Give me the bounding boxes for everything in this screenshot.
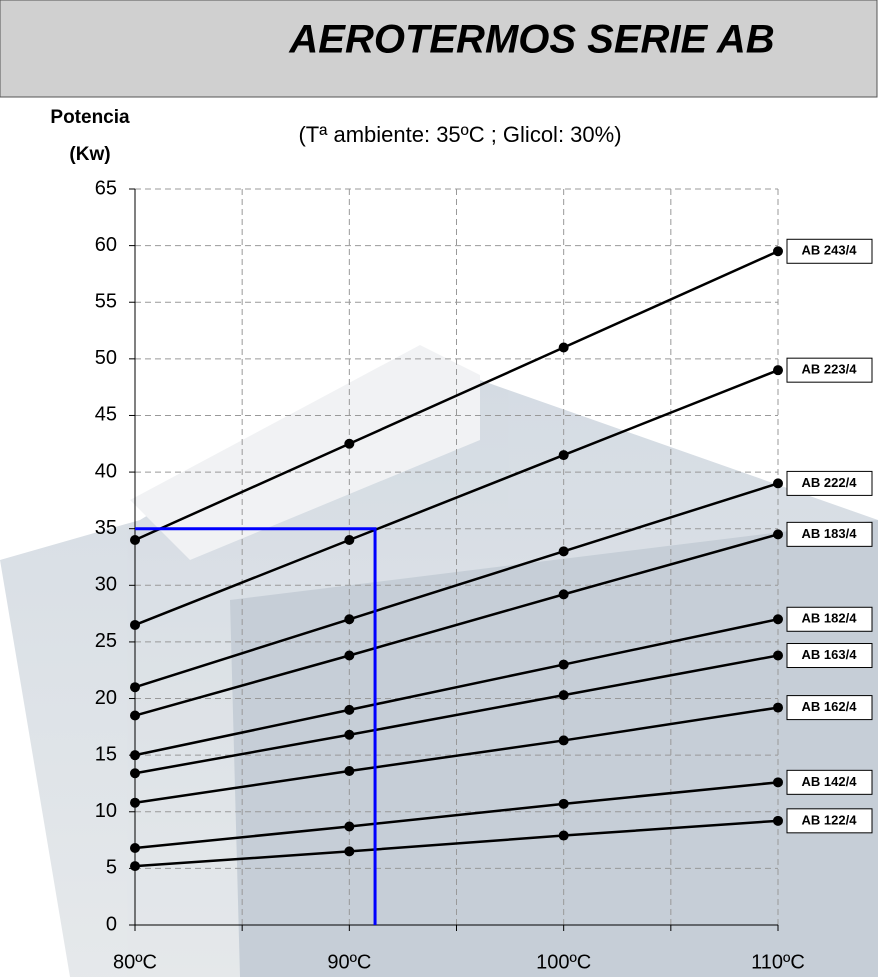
series-line	[134, 618, 779, 757]
y-tick-label: 15	[95, 743, 117, 765]
data-point	[558, 659, 569, 670]
series-line	[134, 250, 779, 542]
series-label: AB 122/4	[802, 812, 858, 827]
data-point	[130, 750, 140, 761]
data-point	[344, 614, 355, 625]
x-tick-label: 110ºC	[751, 951, 805, 973]
y-tick-label: 35	[95, 517, 117, 539]
series-line	[134, 482, 779, 689]
series-label-box	[786, 606, 873, 632]
data-point	[773, 650, 783, 661]
series-label: AB 183/4	[802, 526, 858, 541]
data-point	[558, 546, 569, 557]
series-label: AB 142/4	[802, 774, 858, 789]
data-point	[130, 710, 140, 721]
data-point	[344, 650, 355, 661]
reference-line	[135, 527, 377, 925]
data-point	[773, 614, 783, 625]
y-tick-label: 30	[95, 574, 117, 596]
y-tick-label: 20	[95, 687, 117, 709]
data-point	[773, 365, 783, 376]
data-point	[773, 777, 783, 788]
x-tick-label: 100ºC	[536, 951, 591, 973]
series-label: AB 162/4	[802, 699, 858, 714]
series-label: AB 223/4	[802, 362, 858, 377]
series-label: AB 243/4	[802, 243, 858, 258]
data-point	[558, 690, 569, 701]
data-point	[344, 766, 355, 777]
series-line	[134, 781, 779, 850]
data-point	[130, 843, 140, 854]
series-line	[134, 706, 779, 804]
data-point	[130, 682, 140, 693]
series-line	[134, 654, 779, 775]
data-point	[773, 815, 783, 826]
data-point	[558, 342, 569, 353]
chart-title: AEROTERMOS SERIE AB	[288, 18, 774, 62]
series-label-box	[786, 521, 873, 547]
x-tick-label: 90ºC	[327, 951, 371, 973]
data-point	[558, 798, 569, 809]
data-point	[558, 589, 569, 600]
y-tick-label: 40	[95, 460, 117, 482]
data-point	[130, 861, 140, 872]
data-point	[773, 702, 783, 713]
y-tick-label: 25	[95, 630, 117, 652]
series-line	[134, 533, 779, 717]
data-point	[130, 797, 140, 808]
data-point	[558, 830, 569, 841]
series-line	[134, 819, 779, 868]
data-point	[558, 735, 569, 746]
series-label-box	[786, 357, 873, 383]
series-label-box	[786, 808, 873, 834]
series-label-box	[786, 470, 873, 496]
y-tick-label: 65	[95, 177, 117, 199]
x-tick-label: 80ºC	[113, 951, 157, 973]
title-bar	[0, 0, 878, 98]
data-point	[344, 846, 355, 857]
series-label: AB 163/4	[802, 647, 858, 662]
y-tick-label: 50	[95, 347, 117, 369]
data-point	[773, 529, 783, 540]
data-point	[558, 450, 569, 461]
data-point	[130, 619, 140, 630]
y-tick-label: 5	[106, 857, 117, 879]
series-label-box	[786, 238, 873, 264]
data-point	[344, 535, 355, 546]
data-point	[344, 704, 355, 715]
data-point	[130, 535, 140, 546]
y-axis-label: Potencia	[50, 107, 130, 128]
chart-subtitle: (Tª ambiente: 35ºC ; Glicol: 30%)	[298, 122, 621, 147]
data-point	[344, 438, 355, 449]
y-tick-label: 60	[95, 234, 117, 256]
background-photo	[0, 345, 878, 977]
data-point	[130, 768, 140, 779]
series-label-box	[786, 769, 873, 795]
series-line	[134, 369, 779, 627]
data-point	[773, 246, 783, 257]
y-tick-label: 55	[95, 291, 117, 313]
data-point	[773, 478, 783, 489]
series-label: AB 182/4	[802, 611, 858, 626]
y-tick-label: 10	[95, 800, 117, 822]
data-point	[344, 821, 355, 832]
series-label-box	[786, 695, 873, 721]
y-axis-label: (Kw)	[69, 144, 110, 165]
y-tick-label: 0	[106, 913, 117, 935]
data-point	[344, 729, 355, 740]
y-tick-label: 45	[95, 404, 117, 426]
series-label: AB 222/4	[802, 475, 858, 490]
series-label-box	[786, 643, 873, 669]
